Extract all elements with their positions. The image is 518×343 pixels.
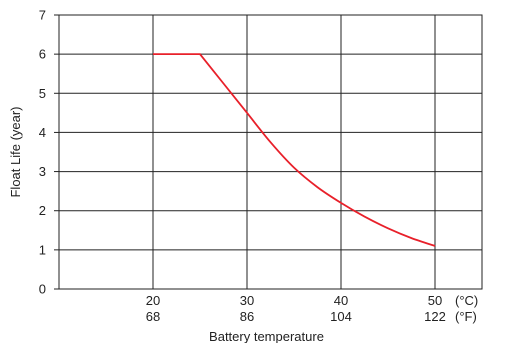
y-tick-label: 5 bbox=[39, 86, 46, 101]
plot-area-frame bbox=[58, 14, 483, 290]
grid-lines bbox=[59, 15, 482, 289]
x-axis-label: Battery temperature bbox=[209, 329, 324, 343]
y-tick-label: 7 bbox=[39, 8, 46, 23]
y-tick-label: 2 bbox=[39, 203, 46, 218]
x-unit-celsius: (°C) bbox=[455, 293, 478, 308]
y-tick-label: 3 bbox=[39, 164, 46, 179]
y-tick-label: 4 bbox=[39, 125, 46, 140]
y-tick-label: 1 bbox=[39, 242, 46, 257]
y-tick-label: 0 bbox=[39, 282, 46, 297]
x-tick-label-fahrenheit: 86 bbox=[240, 309, 254, 324]
x-tick-label-celsius: 20 bbox=[146, 293, 160, 308]
x-unit-fahrenheit: (°F) bbox=[455, 309, 477, 324]
y-axis-label: Float Life (year) bbox=[8, 106, 23, 197]
x-tick-label-celsius: 50 bbox=[428, 293, 442, 308]
series-group bbox=[153, 53, 436, 247]
y-axis-ticks: 0 1 2 3 4 5 6 7 bbox=[39, 8, 59, 297]
x-tick-label-celsius: 30 bbox=[240, 293, 254, 308]
x-tick-label-fahrenheit: 122 bbox=[424, 309, 446, 324]
x-tick-label-fahrenheit: 104 bbox=[330, 309, 352, 324]
y-tick-label: 6 bbox=[39, 47, 46, 62]
x-tick-label-fahrenheit: 68 bbox=[146, 309, 160, 324]
x-tick-label-celsius: 40 bbox=[334, 293, 348, 308]
float-life-line bbox=[153, 53, 436, 247]
